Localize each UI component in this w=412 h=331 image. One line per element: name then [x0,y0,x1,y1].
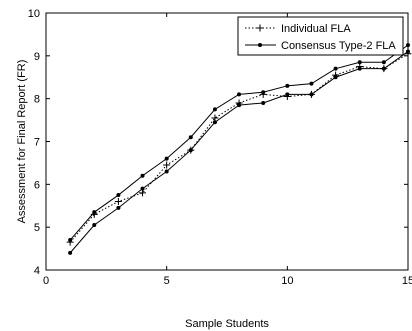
data-point-consensus-upper [357,60,362,65]
y-tick-label: 9 [34,51,40,63]
data-point-consensus-upper [116,193,121,198]
data-point-consensus-upper [212,107,217,112]
data-point-consensus-upper [140,173,145,178]
data-point-consensus-upper [92,210,97,215]
data-point-consensus-upper [261,90,266,95]
y-axis-label: Assessment for Final Report (FR) [16,60,28,224]
y-tick-label: 8 [34,94,40,106]
data-point-consensus-upper [381,60,386,65]
data-point-consensus-upper [68,238,73,243]
data-point-consensus-lower [92,223,97,228]
data-point-consensus-upper [164,156,169,161]
data-point-consensus-lower [357,66,362,71]
legend-marker-consensus [258,43,262,47]
data-point-consensus-lower [164,169,169,174]
y-tick-label: 6 [34,179,40,191]
x-tick-label: 0 [43,275,49,287]
legend-box [237,16,404,56]
series-line-individual-fla [69,53,409,243]
legend-marker-individual-fla [256,24,264,32]
data-point-consensus-lower [116,205,121,210]
data-point-individual-fla [114,197,122,205]
y-tick-label: 4 [34,265,40,277]
data-point-consensus-lower [140,186,145,191]
data-point-consensus-lower [237,103,242,108]
data-point-consensus-lower [188,148,193,153]
y-tick-label: 10 [28,8,40,20]
data-point-consensus-lower [333,75,338,80]
series-layer [66,43,412,255]
data-point-consensus-upper [237,92,242,97]
x-axis-label: Sample Students [185,318,269,330]
series-line-consensus-upper [69,44,409,241]
data-point-consensus-upper [333,66,338,71]
x-tick-label: 10 [281,275,293,287]
data-point-individual-fla [163,161,171,169]
data-point-consensus-upper [309,81,314,86]
data-point-consensus-upper [188,135,193,140]
legend-label-individual-fla: Individual FLA [281,23,351,35]
data-point-consensus-lower [212,120,217,125]
data-point-consensus-lower [285,92,290,97]
data-point-consensus-lower [68,250,73,255]
legend-label-consensus: Consensus Type-2 FLA [281,40,396,52]
axis-ticks: 0 5 10 15 4 5 6 7 8 9 10 [28,8,412,287]
x-tick-label: 15 [402,275,412,287]
x-tick-label: 5 [164,275,170,287]
legend: Individual FLA Consensus Type-2 FLA [237,16,404,56]
data-point-consensus-lower [309,92,314,97]
data-point-consensus-lower [381,66,386,71]
data-point-consensus-upper [285,83,290,88]
series-line-consensus-lower [69,51,409,254]
y-tick-label: 7 [34,137,40,149]
y-tick-label: 5 [34,222,40,234]
data-point-consensus-lower [261,100,266,105]
